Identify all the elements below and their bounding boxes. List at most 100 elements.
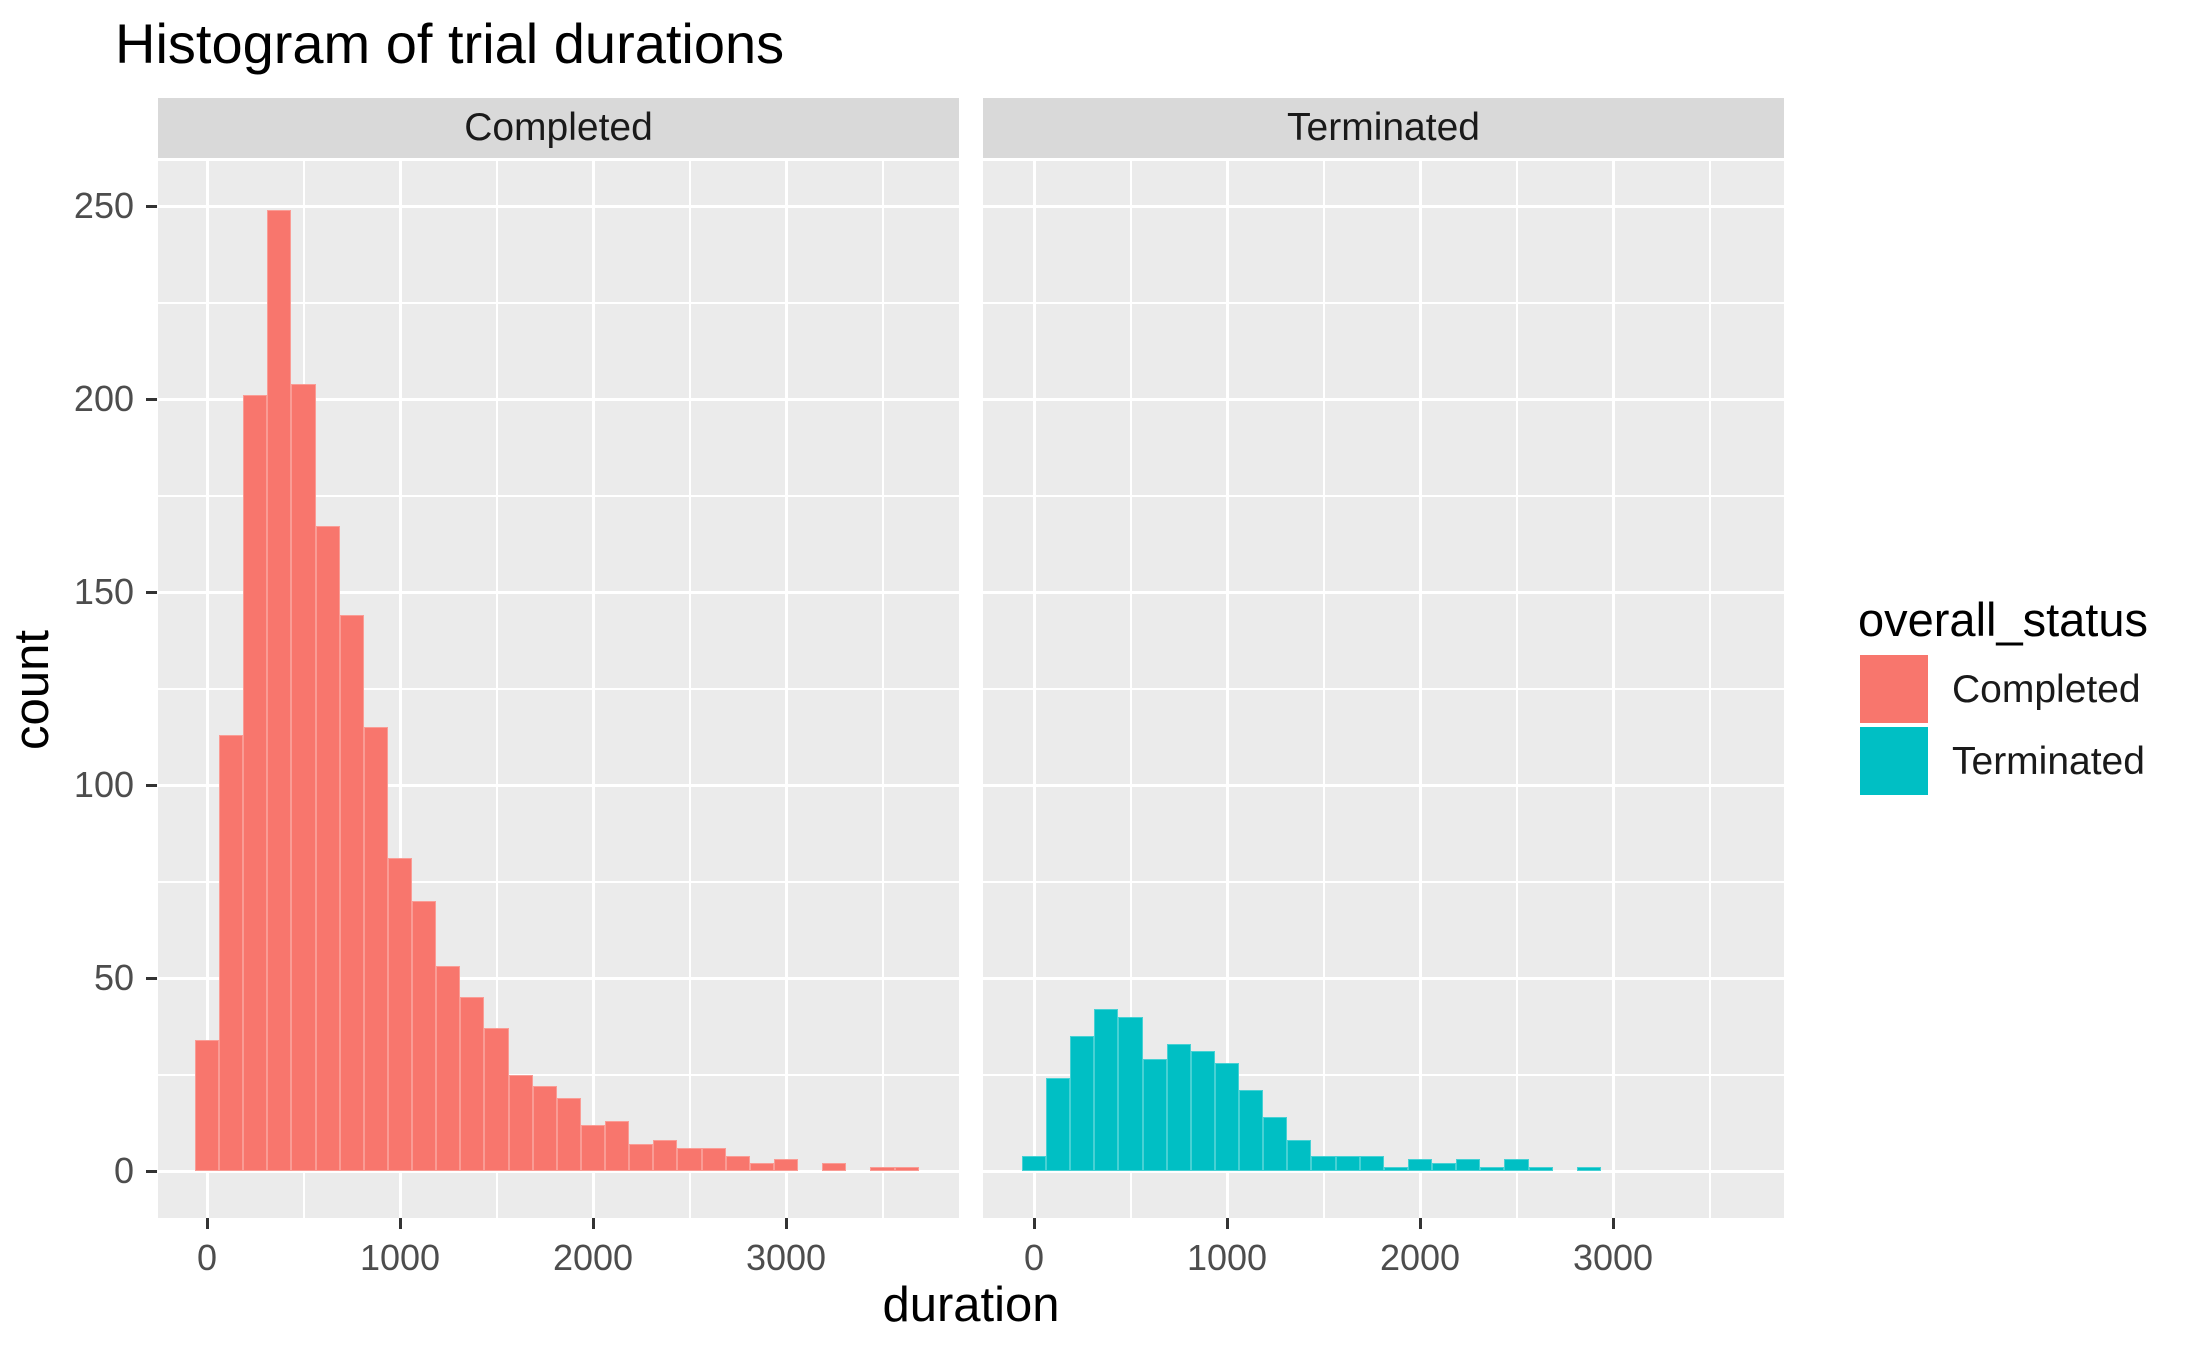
histogram-bar (629, 1143, 654, 1171)
gridline-major-x (1032, 161, 1036, 1218)
x-tick-mark (1225, 1218, 1229, 1229)
gridline-major-y (983, 976, 1784, 980)
gridline-minor-x (495, 161, 498, 1218)
gridline-minor-x (688, 161, 691, 1218)
histogram-bar (653, 1140, 678, 1171)
gridline-minor-x (1708, 161, 1711, 1218)
x-tick-label: 3000 (1572, 1237, 1654, 1278)
gridline-major-y (158, 783, 959, 787)
legend-key-completed (1860, 655, 1928, 723)
gridline-major-x (398, 161, 402, 1218)
gridline-major-y (158, 976, 959, 980)
gridline-minor-y (983, 687, 1784, 690)
y-tick-label: 150 (73, 571, 134, 612)
histogram-bar (605, 1120, 630, 1171)
gridline-major-y (983, 1169, 1784, 1173)
histogram-bar (194, 1039, 220, 1171)
histogram-bar (1166, 1043, 1191, 1171)
y-tick-mark (146, 204, 157, 208)
histogram-bar (1528, 1167, 1553, 1171)
histogram-bar (1287, 1140, 1312, 1171)
y-tick-mark (146, 976, 157, 980)
histogram-bar (556, 1097, 581, 1171)
gridline-minor-y (158, 687, 959, 690)
gridline-major-x (1225, 161, 1229, 1218)
x-tick-label: 1000 (1186, 1237, 1268, 1278)
histogram-bar (1021, 1155, 1047, 1171)
gridline-major-y (983, 783, 1784, 787)
histogram-bar (1214, 1062, 1240, 1171)
gridline-major-y (158, 1169, 959, 1173)
gridline-minor-y (983, 880, 1784, 883)
x-tick-mark (1032, 1218, 1036, 1229)
histogram-bar (1070, 1035, 1095, 1171)
y-tick-label: 0 (113, 1150, 134, 1191)
histogram-bar (870, 1167, 895, 1171)
histogram-bar (291, 383, 316, 1171)
y-tick-label: 250 (73, 185, 134, 226)
histogram-bar (1142, 1059, 1167, 1171)
x-tick-label: 2000 (1379, 1237, 1461, 1278)
histogram-bar (339, 615, 364, 1171)
facet-strip-label: Completed (464, 106, 653, 149)
gridline-major-x (591, 161, 595, 1218)
histogram-bar (1480, 1167, 1505, 1171)
gridline-major-y (158, 204, 959, 208)
histogram-bar (363, 727, 388, 1171)
histogram-bar (773, 1159, 799, 1171)
x-tick-label: 0 (196, 1237, 218, 1278)
histogram-bar (1359, 1155, 1384, 1171)
y-tick-mark (146, 397, 157, 401)
facet-panel-terminated (983, 161, 1784, 1218)
gridline-minor-x (1322, 161, 1325, 1218)
gridline-minor-y (158, 301, 959, 304)
histogram-bar (1263, 1116, 1288, 1171)
gridline-major-y (983, 397, 1784, 401)
histogram-bar (267, 209, 292, 1171)
x-tick-mark (205, 1218, 209, 1229)
histogram-bar (1432, 1163, 1457, 1171)
y-axis-title: count (5, 630, 59, 750)
x-tick-label: 1000 (359, 1237, 441, 1278)
gridline-minor-x (1129, 161, 1132, 1218)
gridline-minor-y (983, 301, 1784, 304)
facet-panel-completed (158, 161, 959, 1218)
gridline-major-y (158, 590, 959, 594)
facet-strip-completed: Completed (158, 98, 959, 158)
facet-strip-terminated: Terminated (983, 98, 1784, 158)
histogram-bar (894, 1167, 919, 1171)
histogram-bar (1504, 1159, 1529, 1171)
gridline-minor-y (158, 1073, 959, 1076)
histogram-bar (532, 1086, 557, 1171)
gridline-major-x (784, 161, 788, 1218)
histogram-bar (315, 526, 340, 1171)
gridline-minor-y (983, 1073, 1784, 1076)
histogram-bar (1094, 1008, 1119, 1171)
histogram-bar (460, 997, 485, 1171)
gridline-minor-y (158, 494, 959, 497)
legend-key-terminated (1860, 727, 1928, 795)
histogram-bar (508, 1074, 533, 1171)
x-tick-mark (784, 1218, 788, 1229)
gridline-major-y (983, 590, 1784, 594)
gridline-major-y (983, 204, 1784, 208)
y-tick-mark (146, 783, 157, 787)
x-tick-label: 2000 (552, 1237, 634, 1278)
histogram-bar (1190, 1051, 1215, 1171)
gridline-minor-x (1515, 161, 1518, 1218)
x-tick-label: 0 (1023, 1237, 1045, 1278)
x-tick-mark (398, 1218, 402, 1229)
histogram-bar (484, 1028, 509, 1171)
y-tick-mark (146, 1169, 157, 1173)
plot-title: Histogram of trial durations (115, 12, 785, 75)
histogram-bar (701, 1147, 726, 1171)
x-tick-mark (1611, 1218, 1615, 1229)
x-tick-mark (1418, 1218, 1422, 1229)
gridline-minor-y (158, 880, 959, 883)
histogram-bar (1046, 1078, 1071, 1171)
histogram-bar (725, 1155, 750, 1171)
y-tick-label: 50 (93, 957, 134, 998)
x-tick-label: 3000 (745, 1237, 827, 1278)
x-tick-mark (591, 1218, 595, 1229)
